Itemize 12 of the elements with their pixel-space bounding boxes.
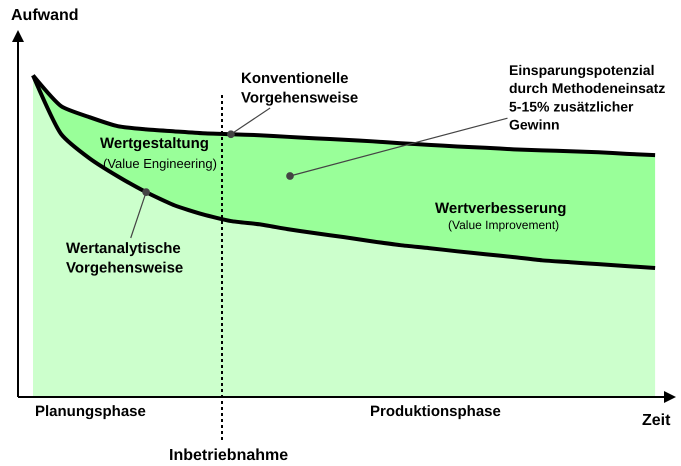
annotation: (Value Improvement) xyxy=(448,218,560,232)
text: Produktionsphase xyxy=(370,403,501,420)
annotation: Wertgestaltung xyxy=(100,135,209,152)
series-label: Konventionelle Vorgehensweise xyxy=(241,70,358,106)
annotation: Wertverbesserung xyxy=(435,200,566,217)
text: Inbetriebnahme xyxy=(169,447,288,464)
series-label: Wertanalytische Vorgehensweise xyxy=(66,240,184,276)
text: Planungsphase xyxy=(35,403,146,420)
x-axis-title: Zeit xyxy=(642,412,672,429)
y-axis-title: Aufwand xyxy=(11,7,79,24)
annotation: Einsparungspotenzial durch Methodeneinsatz 5-15% zusätzlicher Gewinn xyxy=(509,62,666,133)
annotation: (Value Engineering) xyxy=(103,156,217,171)
